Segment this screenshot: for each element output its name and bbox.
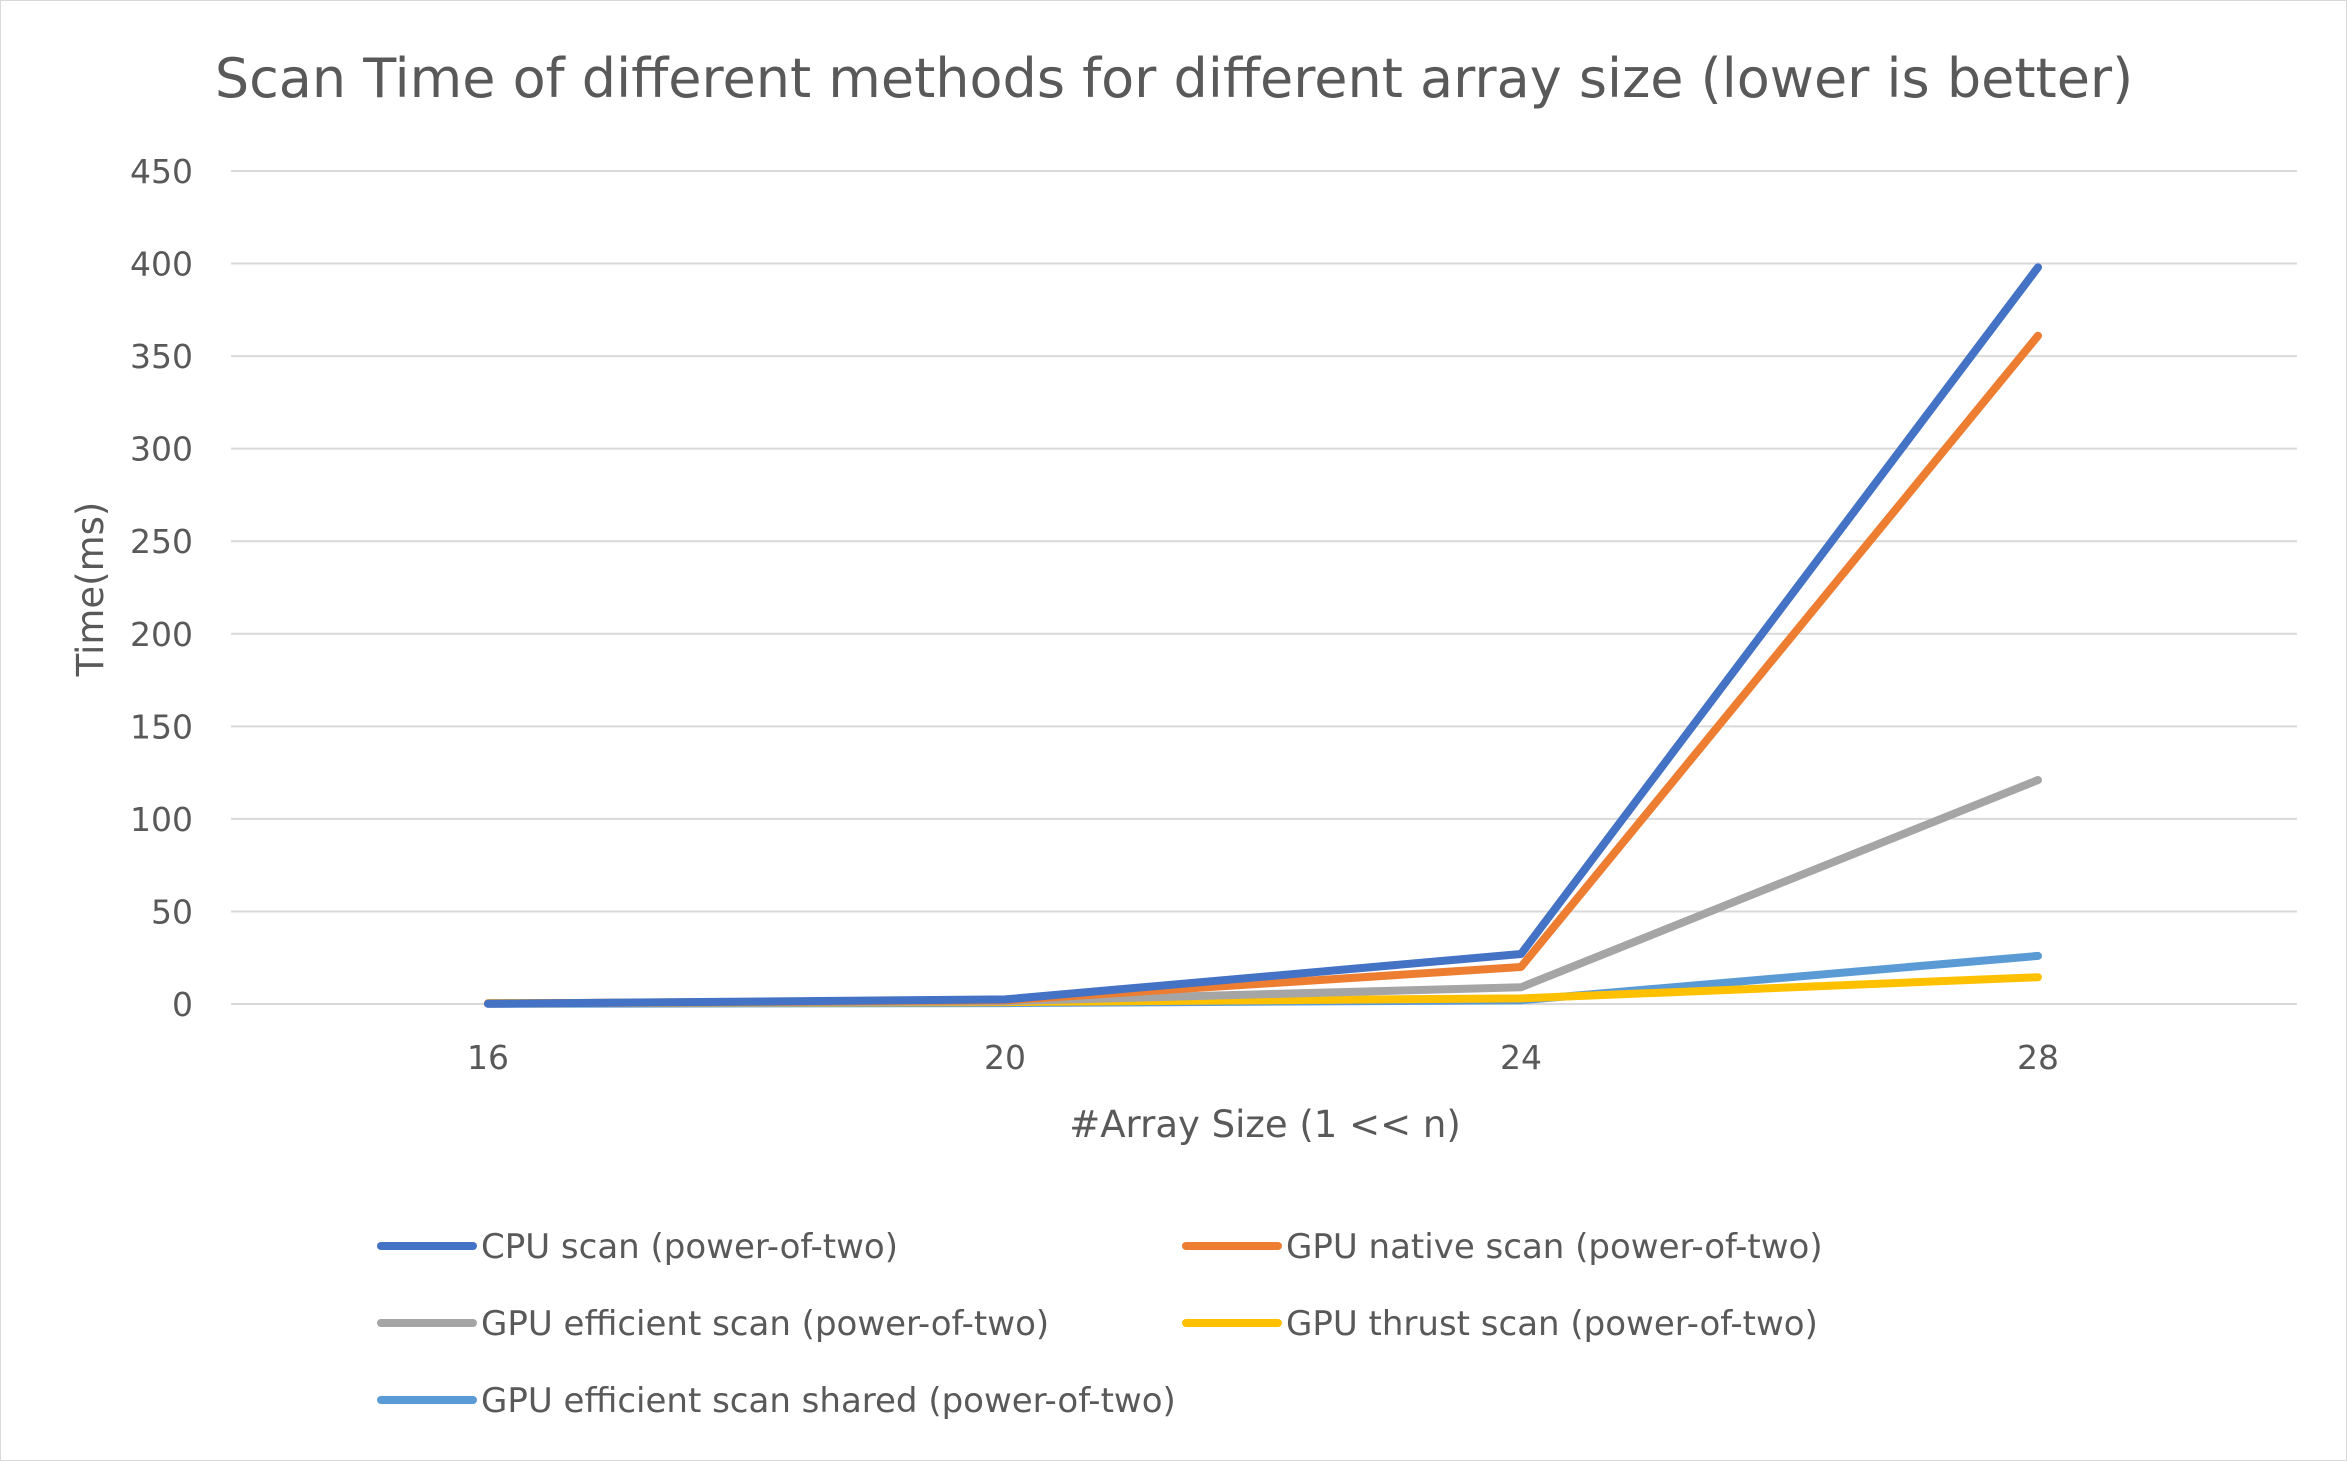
x-axis-label: #Array Size (1 << n): [1069, 1103, 1461, 1146]
x-tick-label: 16: [467, 1038, 509, 1077]
y-tick-label: 450: [130, 152, 193, 191]
y-tick-label: 300: [130, 430, 193, 469]
gridlines: [231, 170, 2297, 1005]
y-tick-label: 200: [130, 615, 193, 654]
series-line-0: [484, 263, 2042, 1008]
legend-label-0: CPU scan (power-of-two): [481, 1227, 898, 1267]
series-line-2: [484, 776, 2042, 1008]
x-tick-label: 24: [1500, 1038, 1542, 1077]
y-tick-label: 250: [130, 522, 193, 561]
y-tick-label: 400: [130, 245, 193, 284]
x-tick-label: 20: [984, 1038, 1026, 1077]
y-tick-label: 350: [130, 337, 193, 376]
y-tick-label: 50: [151, 892, 193, 931]
y-tick-label: 0: [172, 985, 193, 1024]
legend-label-1: GPU native scan (power-of-two): [1286, 1227, 1823, 1267]
x-tick-label: 28: [2017, 1038, 2059, 1077]
y-axis-ticks: 0 50 100 150 200 250 300 350 400 450: [130, 152, 193, 1024]
chart-title: Scan Time of different methods for diffe…: [215, 47, 2133, 110]
legend-label-3: GPU thrust scan (power-of-two): [1286, 1304, 1818, 1344]
x-axis-ticks: 16 20 24 28: [467, 1038, 2059, 1077]
legend-label-4: GPU efficient scan shared (power-of-two): [481, 1381, 1176, 1421]
series-lines: [484, 263, 2042, 1008]
series-line-1: [484, 331, 2042, 1008]
y-tick-label: 100: [130, 800, 193, 839]
legend-label-2: GPU efficient scan (power-of-two): [481, 1304, 1049, 1344]
y-axis-label: Time(ms): [69, 502, 112, 678]
y-tick-label: 150: [130, 707, 193, 746]
legend: CPU scan (power-of-two) GPU native scan (…: [377, 1227, 1823, 1421]
